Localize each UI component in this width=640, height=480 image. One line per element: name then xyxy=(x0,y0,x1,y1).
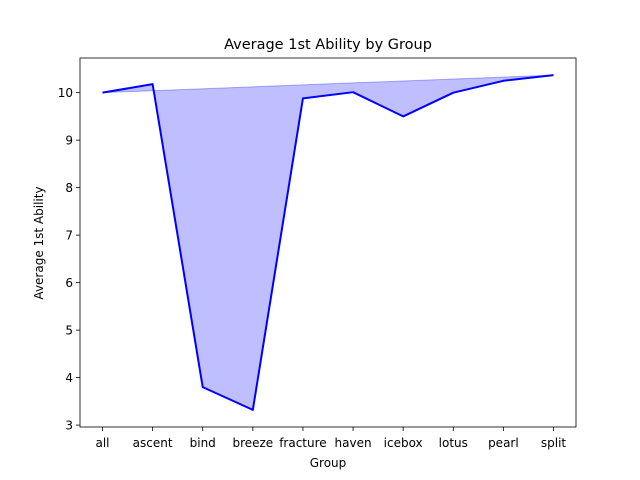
y-tick-label-9: 9 xyxy=(65,134,73,148)
chart-title: Average 1st Ability by Group xyxy=(224,37,432,53)
x-tick-label-breeze: breeze xyxy=(232,436,273,450)
x-tick-label-icebox: icebox xyxy=(384,436,423,450)
y-tick-label-10: 10 xyxy=(58,86,73,100)
x-tick-label-haven: haven xyxy=(335,436,372,450)
x-axis-label: Group xyxy=(310,456,347,470)
y-tick-label-7: 7 xyxy=(65,229,73,243)
plot-area: all ascent bind breeze fracture haven icebox lo… xyxy=(58,57,577,450)
y-tick-label-4: 4 xyxy=(65,371,73,385)
series-line xyxy=(102,74,554,411)
x-tick-label-pearl: pearl xyxy=(488,436,519,450)
y-tick-label-8: 8 xyxy=(65,181,73,195)
axes-frame xyxy=(79,57,577,428)
x-tick-label-fracture: fracture xyxy=(279,436,326,450)
x-tick-label-lotus: lotus xyxy=(439,436,468,450)
y-tick-label-3: 3 xyxy=(65,419,73,433)
y-tick-label-6: 6 xyxy=(65,276,73,290)
x-tick-label-split: split xyxy=(541,436,567,450)
x-tick-label-ascent: ascent xyxy=(133,436,173,450)
y-axis-label: Average 1st Ability xyxy=(32,186,46,299)
x-tick-label-all: all xyxy=(95,436,109,450)
x-tick-label-bind: bind xyxy=(190,436,216,450)
y-tick-label-5: 5 xyxy=(65,324,73,338)
